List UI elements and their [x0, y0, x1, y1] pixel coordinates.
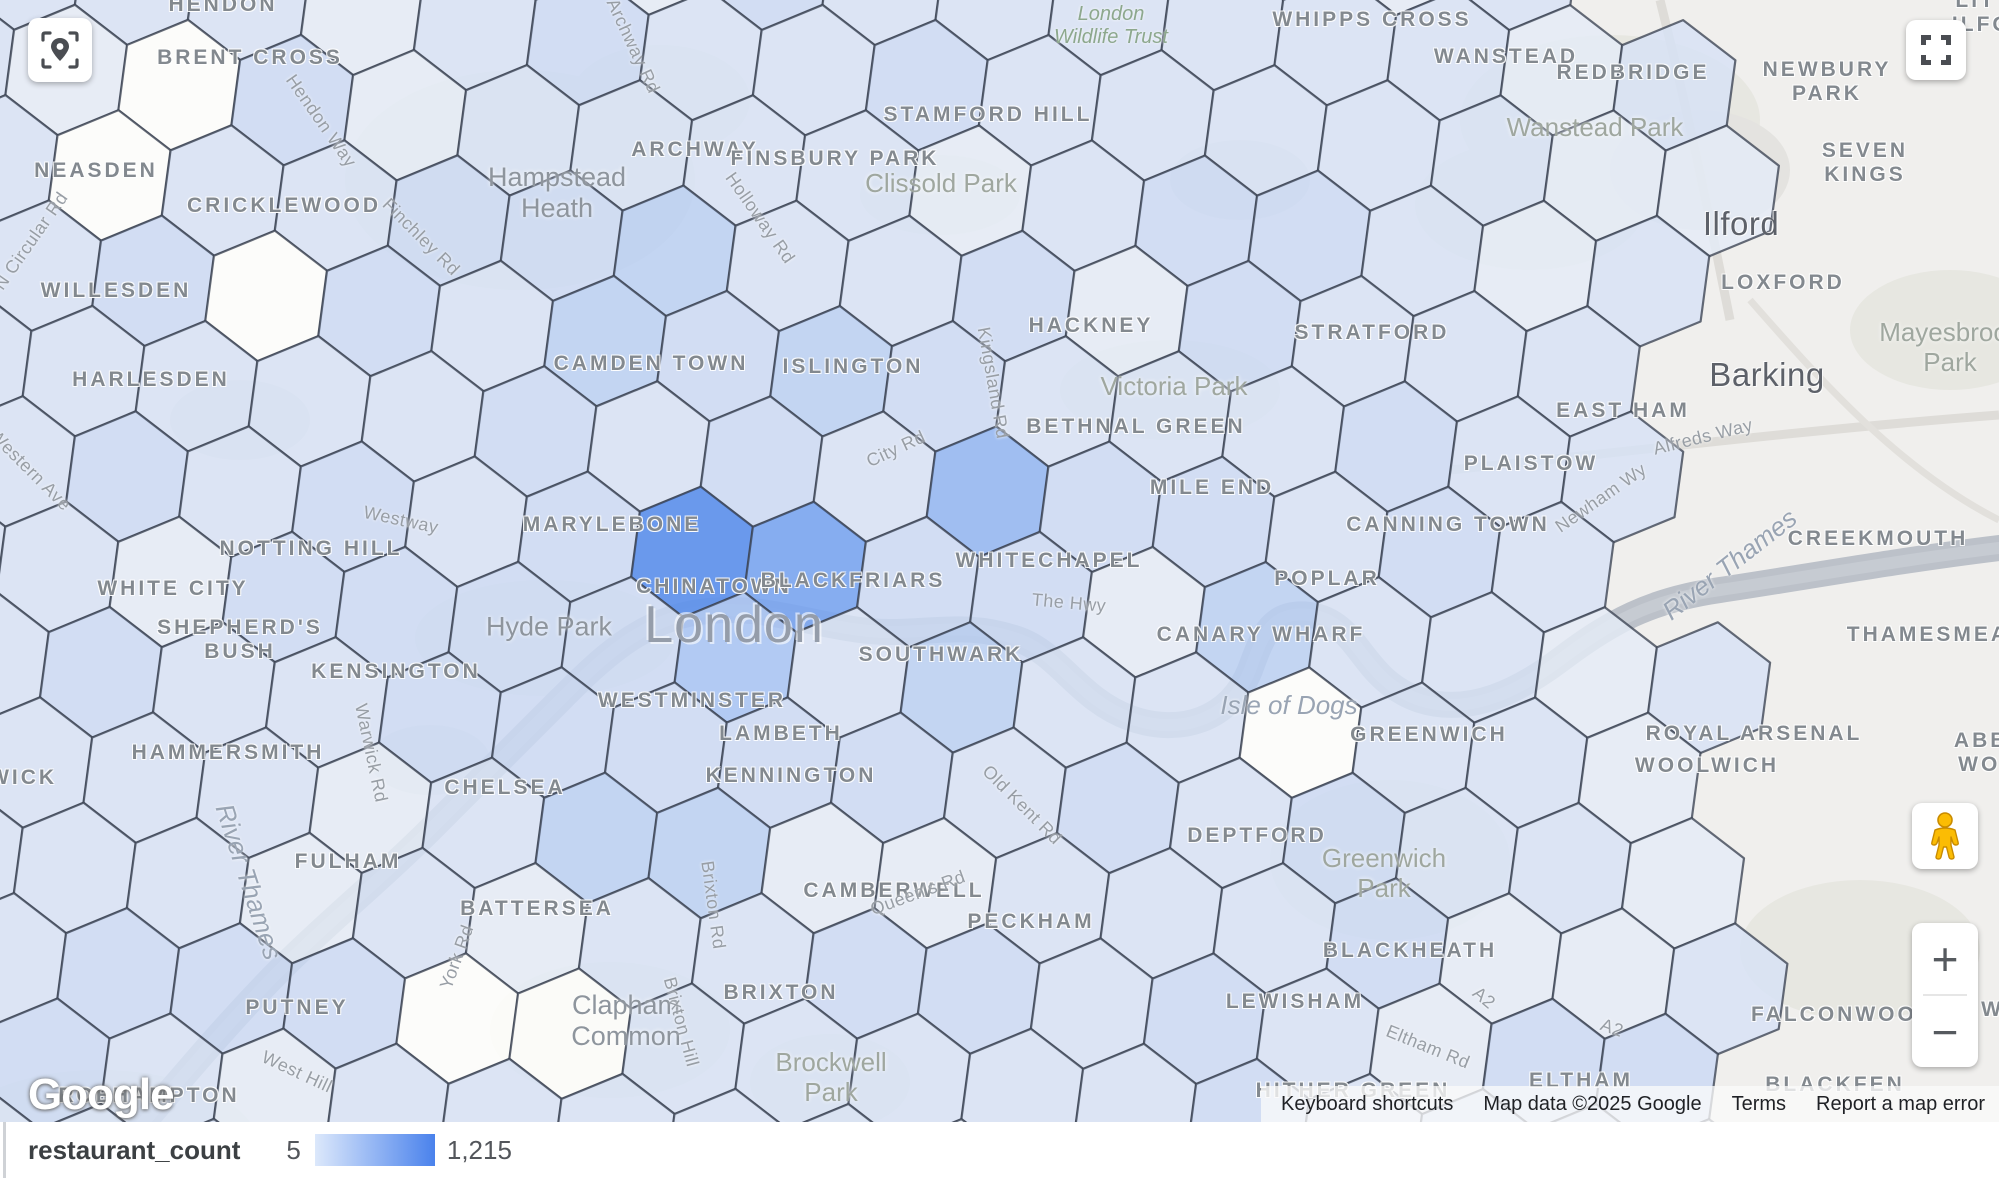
legend-bar: restaurant_count 5 1,215 [0, 1122, 1999, 1178]
map-attribution: Keyboard shortcuts Map data ©2025 Google… [1261, 1086, 1999, 1122]
hex-cell[interactable] [0, 1089, 40, 1122]
keyboard-shortcuts-link[interactable]: Keyboard shortcuts [1281, 1092, 1454, 1115]
zoom-in-button[interactable]: + [1931, 932, 1959, 985]
report-map-error-link[interactable]: Report a map error [1816, 1092, 1985, 1115]
hex-cell[interactable] [31, 1102, 153, 1122]
locate-icon [41, 31, 79, 69]
legend-gradient [314, 1134, 435, 1166]
zoom-controls: + − [1912, 923, 1978, 1067]
legend-max-value: 1,215 [446, 1134, 512, 1165]
hex-cell[interactable] [553, 1072, 676, 1122]
pegman-button[interactable] [1912, 803, 1978, 869]
hex-cell[interactable] [1344, 0, 1466, 17]
hex-cell[interactable] [144, 1117, 266, 1122]
legend-field-name: restaurant_count [28, 1134, 241, 1165]
hex-cell[interactable] [666, 1087, 788, 1122]
zoom-divider [1923, 994, 1967, 996]
hex-cell[interactable] [892, 1117, 1014, 1122]
google-logo[interactable]: Google [28, 1070, 175, 1119]
zoom-out-button[interactable]: − [1931, 1005, 1959, 1058]
hex-cell[interactable] [596, 0, 718, 17]
hex-cell[interactable] [1074, 1042, 1198, 1122]
hex-cell[interactable] [779, 1102, 901, 1122]
hex-overlay[interactable] [0, 0, 1999, 1122]
hex-cell[interactable] [440, 1057, 563, 1122]
fullscreen-button[interactable] [1906, 20, 1966, 80]
map-canvas[interactable]: HENDON BRENT CROSS WHIPPS CROSS WANSTEAD RED… [0, 0, 1999, 1122]
map-data-copyright: Map data ©2025 Google [1483, 1092, 1702, 1115]
legend-min-value: 5 [286, 1134, 301, 1165]
fullscreen-icon [1921, 35, 1951, 65]
pegman-icon [1931, 812, 1959, 860]
hex-cell[interactable] [327, 1042, 450, 1122]
locate-data-button[interactable] [28, 18, 92, 82]
terms-link[interactable]: Terms [1731, 1092, 1787, 1115]
